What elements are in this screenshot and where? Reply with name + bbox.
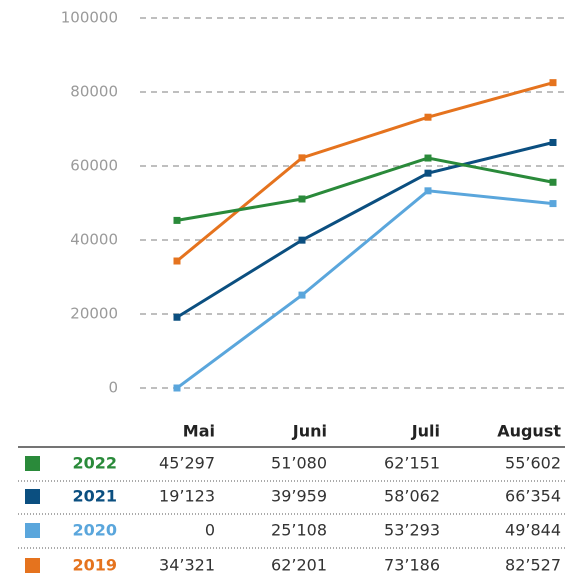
table-cell: 49’844: [505, 521, 561, 540]
table-cell: 45’297: [159, 454, 215, 473]
point: [298, 195, 306, 203]
y-tick-label: 100000: [61, 9, 118, 27]
table-cell: 62’151: [384, 454, 440, 473]
table-cell: 62’201: [271, 556, 327, 575]
table-cell: 19’123: [159, 487, 215, 506]
legend-swatch: [25, 558, 40, 573]
table-cell: 0: [205, 521, 215, 540]
legend-swatch: [25, 489, 40, 504]
point: [424, 187, 432, 195]
legend-label: 2019: [72, 556, 117, 575]
point: [173, 257, 181, 265]
series-line: [176, 141, 554, 319]
table-cell: 55’602: [505, 454, 561, 473]
column-header: Juli: [411, 422, 440, 441]
point: [173, 384, 181, 392]
table-cell: 82’527: [505, 556, 561, 575]
point: [549, 200, 557, 208]
legend-label: 2020: [72, 521, 117, 540]
point: [549, 138, 557, 146]
y-tick-label: 0: [108, 379, 118, 397]
legend-label: 2022: [72, 454, 117, 473]
table-cell: 66’354: [505, 487, 561, 506]
point: [173, 313, 181, 321]
column-header: August: [497, 422, 561, 441]
y-tick-label: 80000: [70, 83, 118, 101]
series-line: [176, 156, 554, 222]
table-cell: 39’959: [271, 487, 327, 506]
point: [424, 113, 432, 121]
table-cell: 73’186: [384, 556, 440, 575]
point: [298, 291, 306, 299]
column-header: Mai: [183, 422, 215, 441]
series-line: [176, 189, 554, 390]
legend-swatch: [25, 523, 40, 538]
point: [298, 154, 306, 162]
table-cell: 34’321: [159, 556, 215, 575]
point: [424, 169, 432, 177]
point: [173, 216, 181, 224]
y-tick-label: 60000: [70, 157, 118, 175]
y-tick-label: 20000: [70, 305, 118, 323]
table-cell: 51’080: [271, 454, 327, 473]
y-tick-label: 40000: [70, 231, 118, 249]
point: [549, 178, 557, 186]
legend-label: 2021: [72, 487, 117, 506]
table-cell: 25’108: [271, 521, 327, 540]
point: [549, 79, 557, 87]
legend-swatch: [25, 456, 40, 471]
point: [298, 236, 306, 244]
column-header: Juni: [292, 422, 327, 441]
table-cell: 58’062: [384, 487, 440, 506]
table-cell: 53’293: [384, 521, 440, 540]
point: [424, 154, 432, 162]
